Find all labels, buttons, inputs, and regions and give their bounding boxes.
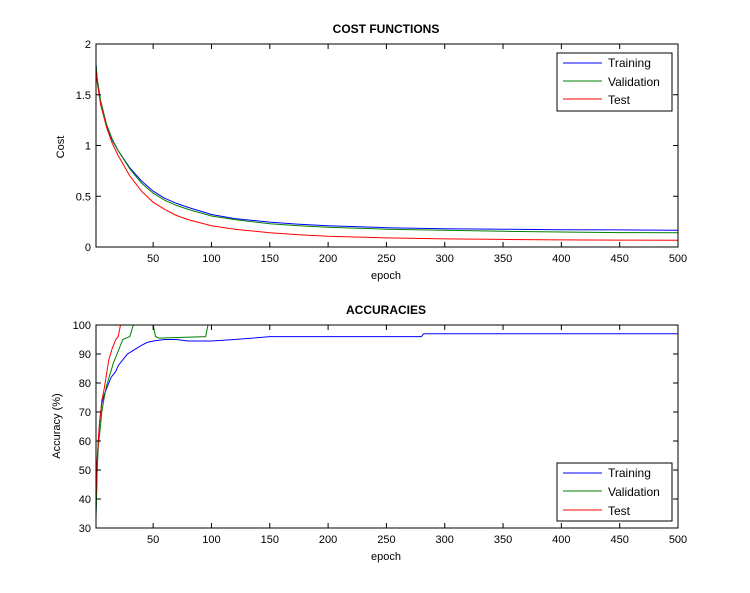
accuracy-y-tick-label: 90 [79, 349, 91, 361]
cost-x-tick-label: 300 [436, 253, 454, 265]
cost-legend-label-training: Training [608, 56, 651, 70]
accuracy-legend-label-validation: Validation [608, 485, 660, 499]
cost-y-tick-label: 1 [85, 141, 91, 153]
cost-x-tick-label: 500 [669, 253, 687, 265]
accuracy-series-group [95, 324, 678, 520]
accuracy-y-tick-label: 60 [79, 436, 91, 448]
accuracy-plot-frame [95, 324, 679, 529]
cost-x-tick-label: 150 [261, 253, 279, 265]
accuracy-y-tick-label: 50 [79, 465, 91, 477]
cost-y-axis-label: Cost [55, 136, 67, 159]
accuracy-x-tick-label: 100 [202, 534, 220, 546]
accuracy-plot: ACCURACIES 50 100 150 200 250 300 350 400 450 500… [51, 303, 687, 563]
cost-series-test-line [95, 69, 679, 241]
cost-legend: Training Validation Test [556, 52, 673, 112]
accuracy-series-validation-line [95, 324, 678, 520]
accuracy-x-tick-label: 150 [261, 534, 279, 546]
accuracy-x-tick-label: 250 [377, 534, 395, 546]
cost-legend-label-validation: Validation [608, 75, 660, 89]
accuracy-y-tick-label: 70 [79, 407, 91, 419]
cost-plot-title: COST FUNCTIONS [333, 22, 440, 36]
accuracy-y-tick-label: 40 [79, 494, 91, 506]
accuracy-series-test-line [95, 324, 678, 500]
cost-legend-label-test: Test [608, 93, 631, 107]
accuracy-y-axis-label: Accuracy (%) [51, 393, 63, 458]
cost-series-group [95, 64, 679, 241]
accuracy-y-ticks: 30 40 50 60 70 80 90 100 [73, 320, 678, 535]
accuracy-legend-label-test: Test [608, 504, 631, 518]
accuracy-x-tick-label: 500 [669, 534, 687, 546]
accuracy-x-tick-label: 200 [319, 534, 337, 546]
accuracy-y-tick-label: 80 [79, 378, 91, 390]
accuracy-legend: Training Validation Test [556, 462, 673, 522]
cost-x-tick-label: 350 [494, 253, 512, 265]
cost-x-tick-label: 50 [147, 253, 159, 265]
cost-x-tick-label: 400 [552, 253, 570, 265]
accuracy-y-tick-label: 30 [79, 523, 91, 535]
accuracy-legend-label-training: Training [608, 466, 651, 480]
cost-y-tick-label: 0.5 [76, 191, 91, 203]
cost-x-tick-label: 450 [611, 253, 629, 265]
cost-y-ticks: 0 0.5 1 1.5 2 [76, 39, 678, 254]
cost-y-tick-label: 2 [85, 39, 91, 51]
cost-series-validation-line [95, 64, 679, 234]
cost-x-axis-label: epoch [371, 270, 401, 282]
accuracy-x-axis-label: epoch [371, 551, 401, 563]
cost-x-tick-label: 100 [202, 253, 220, 265]
accuracy-plot-title: ACCURACIES [346, 303, 426, 317]
accuracy-x-ticks: 50 100 150 200 250 300 350 400 450 500 [147, 325, 687, 546]
accuracy-series-training-line [95, 333, 678, 514]
cost-x-ticks: 50 100 150 200 250 300 350 400 450 500 [147, 44, 687, 265]
accuracy-x-tick-label: 350 [494, 534, 512, 546]
accuracy-y-tick-label: 100 [73, 320, 91, 332]
accuracy-x-tick-label: 400 [552, 534, 570, 546]
cost-x-tick-label: 250 [377, 253, 395, 265]
cost-y-tick-label: 0 [85, 242, 91, 254]
cost-y-tick-label: 1.5 [76, 90, 91, 102]
accuracy-x-tick-label: 50 [147, 534, 159, 546]
cost-x-tick-label: 200 [319, 253, 337, 265]
cost-plot: COST FUNCTIONS 50 100 150 200 250 300 350 400 45… [55, 22, 687, 282]
accuracy-x-tick-label: 300 [436, 534, 454, 546]
accuracy-x-tick-label: 450 [611, 534, 629, 546]
